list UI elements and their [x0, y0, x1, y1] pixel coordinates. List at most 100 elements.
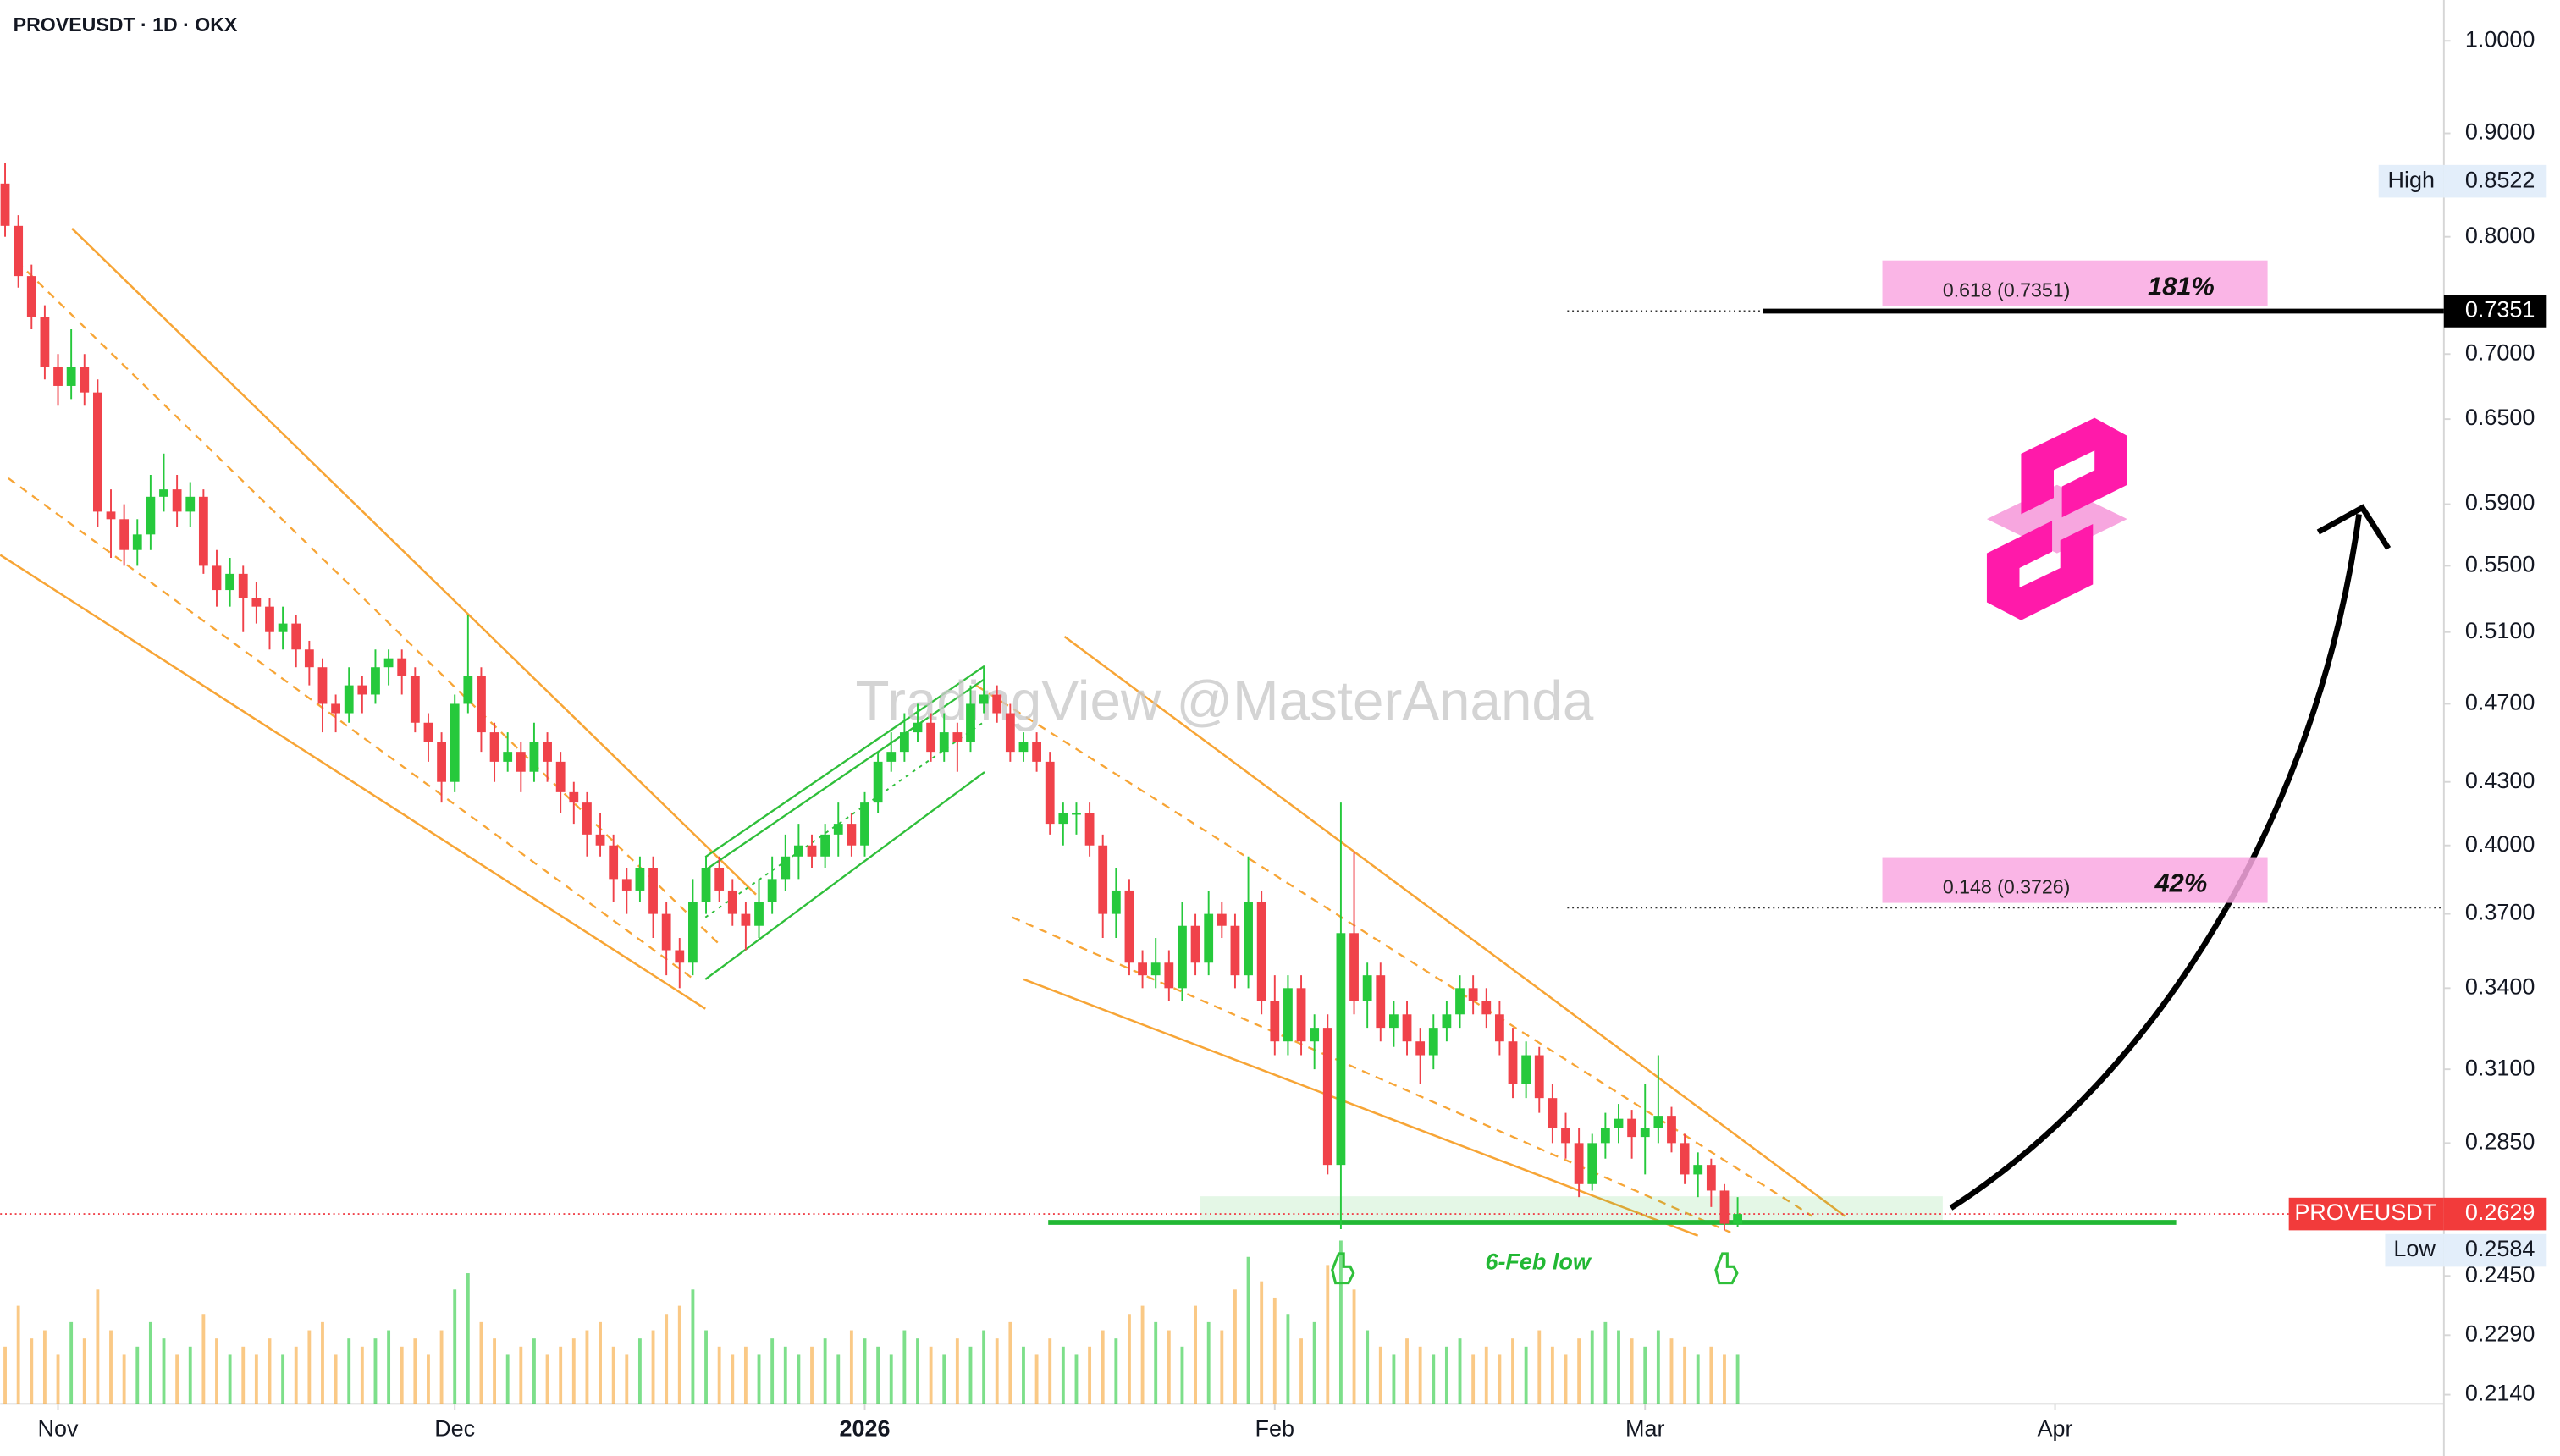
logo-part [1986, 521, 2094, 620]
candle-body [992, 694, 1002, 714]
candle-body [106, 511, 116, 520]
volume-bar [677, 1305, 681, 1404]
high-value: 0.8522 [2465, 167, 2535, 192]
candle-body [1310, 1028, 1320, 1042]
volume-bar [982, 1330, 986, 1404]
volume-bar [599, 1321, 602, 1404]
candle-body [1124, 890, 1134, 963]
candle-body [1217, 913, 1227, 926]
chart-title: PROVEUSDT · 1D · OKX [14, 14, 238, 36]
volume-bar [254, 1354, 258, 1404]
y-tick-label: 0.4300 [2465, 768, 2535, 793]
channel-line [704, 678, 985, 871]
candle-body [1322, 1028, 1332, 1166]
volume-bar [704, 1330, 708, 1404]
arrow-head [2316, 504, 2392, 550]
candle-body [198, 496, 208, 566]
volume-bar [505, 1354, 510, 1404]
volume-bar [1048, 1338, 1052, 1404]
volume-bar [929, 1346, 933, 1404]
trend-line [1023, 978, 1699, 1237]
project-logo [1986, 417, 2127, 620]
fib-box [1882, 260, 2268, 306]
candle-body [688, 902, 698, 963]
candle-body [793, 845, 803, 857]
volume-bar [717, 1346, 721, 1404]
volume-bar [1061, 1346, 1065, 1404]
watermark: TradingView @MasterAnanda [856, 670, 1594, 731]
volume-bar [1286, 1314, 1290, 1404]
trend-line [0, 554, 706, 1010]
candle-body [913, 722, 923, 733]
volume-bar [1723, 1354, 1726, 1404]
candle-body [555, 761, 566, 792]
volume-bar [1498, 1354, 1502, 1404]
volume-bar [651, 1330, 655, 1404]
low-value: 0.2584 [2465, 1236, 2535, 1261]
volume-bar [889, 1354, 893, 1404]
last-label-box [2288, 1197, 2444, 1231]
candle-body [331, 703, 340, 714]
logo-part [2021, 417, 2127, 518]
volume-bar [1378, 1346, 1382, 1404]
volume-bar [16, 1305, 20, 1404]
volume-bar [1352, 1289, 1356, 1404]
volume-bar [519, 1346, 523, 1404]
volume-bar [1564, 1354, 1568, 1404]
volume-bar [1432, 1354, 1436, 1404]
support-label: 6-Feb low [1485, 1249, 1592, 1274]
volume-bar [1167, 1330, 1171, 1404]
volume-bar [334, 1354, 338, 1404]
trend-line [975, 684, 1813, 1217]
y-tick-label: 0.3400 [2465, 973, 2535, 999]
volume-bar [56, 1354, 60, 1404]
volume-bar [968, 1346, 973, 1404]
candle-body [1494, 1014, 1504, 1042]
candle-body [212, 565, 222, 591]
candle-body [1256, 902, 1266, 1001]
candle-body [609, 845, 619, 880]
volume-bar [876, 1346, 880, 1404]
candle-body [1150, 962, 1161, 976]
volume-bar [1524, 1346, 1528, 1404]
volume-bar [1630, 1338, 1634, 1404]
candle-body [357, 685, 367, 695]
candle-body [1230, 925, 1240, 976]
volume-bar [1299, 1338, 1303, 1404]
volume-bar [69, 1321, 74, 1404]
projection-arrow [1949, 513, 2362, 1211]
volume-bar [770, 1338, 775, 1404]
volume-bar [1696, 1354, 1700, 1404]
candle-body [1600, 1128, 1610, 1144]
volume-bar [1326, 1265, 1330, 1404]
volume-bar [387, 1330, 391, 1404]
candle-body [569, 791, 579, 803]
volume-bar [400, 1346, 404, 1404]
candle-body [595, 834, 605, 846]
candle-body [754, 902, 764, 926]
volume-bar [1735, 1354, 1740, 1404]
candle-body [767, 879, 777, 902]
candle-body [53, 367, 63, 386]
candle-body [80, 367, 90, 393]
volume-bar [148, 1321, 152, 1404]
volume-bar [1312, 1321, 1316, 1404]
candle-body [1667, 1116, 1676, 1144]
candle-body [146, 496, 156, 535]
candle-body [1653, 1116, 1663, 1128]
y-tick-label: 0.6500 [2465, 405, 2535, 430]
x-tick-label: Mar [1625, 1415, 1664, 1441]
last-label: PROVEUSDT [2294, 1200, 2436, 1225]
candle-body [14, 225, 24, 277]
volume-bar [1180, 1346, 1184, 1404]
volume-bar [1669, 1338, 1674, 1404]
volume-bar [82, 1338, 86, 1404]
trend-line [1012, 916, 1731, 1233]
candle-body [1587, 1143, 1597, 1184]
volume-bar [810, 1346, 814, 1404]
hand-icon [1331, 1252, 1355, 1285]
volume-bar [1683, 1346, 1687, 1404]
y-tick-label: 0.5500 [2465, 552, 2535, 577]
